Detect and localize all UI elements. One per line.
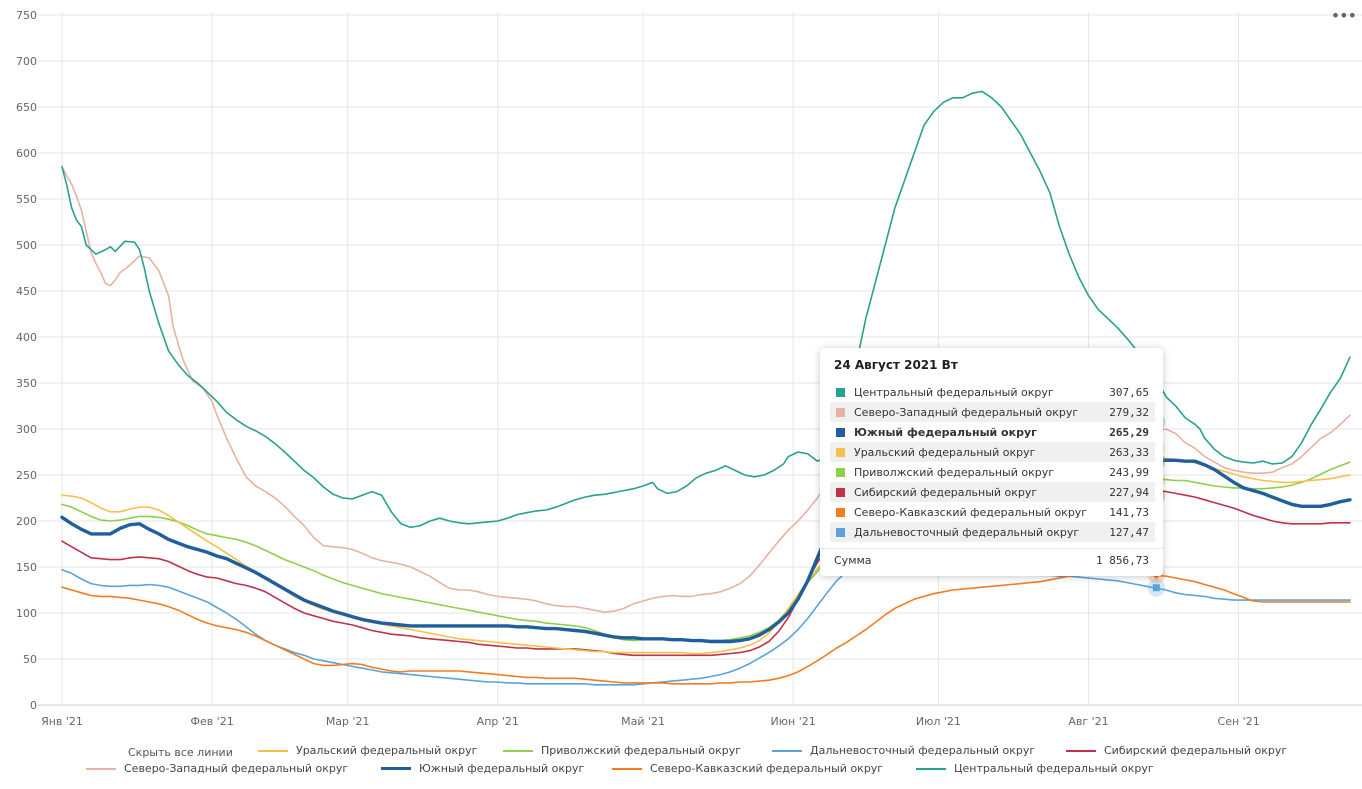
tooltip-series-value: 265,29 [1109, 425, 1149, 439]
legend-item[interactable]: Приволжский федеральный округ [503, 744, 741, 757]
tooltip-series-name: Уральский федеральный округ [854, 445, 1036, 459]
y-tick-label: 750 [16, 9, 37, 22]
tooltip-swatch [836, 387, 845, 397]
hide-all-lines-button[interactable]: Скрыть все линии [128, 746, 233, 759]
legend-item[interactable]: Уральский федеральный округ [258, 744, 477, 757]
legend-item[interactable]: Центральный федеральный округ [916, 762, 1154, 775]
marker-point [1152, 584, 1160, 592]
legend-item[interactable]: Южный федеральный округ [381, 762, 584, 775]
x-tick-label: Май '21 [621, 715, 665, 728]
legend-item[interactable]: Дальневосточный федеральный округ [772, 744, 1035, 757]
y-tick-label: 200 [16, 515, 37, 528]
x-tick-label: Мар '21 [326, 715, 370, 728]
tooltip-title: 24 Август 2021 Вт [834, 358, 958, 372]
tooltip-series-value: 227,94 [1109, 485, 1149, 499]
y-tick-label: 100 [16, 607, 37, 620]
tooltip-series-value: 263,33 [1109, 445, 1149, 459]
legend-label: Северо-Кавказский федеральный округ [650, 762, 884, 775]
x-tick-label: Апр '21 [477, 715, 519, 728]
tooltip-series-value: 141,73 [1109, 505, 1149, 519]
x-tick-label: Янв '21 [41, 715, 83, 728]
legend-label: Северо-Западный федеральный округ [124, 762, 349, 775]
tooltip-series-name: Центральный федеральный округ [854, 385, 1054, 399]
tooltip-row: Северо-Западный федеральный округ 279,32 [830, 402, 1155, 422]
x-tick-label: Сен '21 [1218, 715, 1260, 728]
y-tick-label: 50 [23, 653, 37, 666]
tooltip-series-value: 279,32 [1109, 405, 1149, 419]
tooltip-series-name: Сибирский федеральный округ [854, 485, 1038, 499]
tooltip-row: Уральский федеральный округ 263,33 [830, 442, 1155, 462]
y-tick-label: 600 [16, 147, 37, 160]
tooltip-swatch [836, 407, 845, 417]
tooltip-swatch [836, 527, 845, 537]
tooltip-series-name: Дальневосточный федеральный округ [854, 525, 1080, 539]
tooltip-series-name: Южный федеральный округ [854, 425, 1037, 439]
y-tick-label: 300 [16, 423, 37, 436]
legend-swatch [612, 767, 642, 770]
y-tick-label: 400 [16, 331, 37, 344]
grid [38, 12, 1362, 706]
y-tick-label: 650 [16, 101, 37, 114]
tooltip-row: Южный федеральный округ 265,29 [830, 422, 1155, 442]
legend-label: Уральский федеральный округ [296, 744, 478, 757]
tooltip-divider [820, 548, 1163, 549]
legend-label: Приволжский федеральный округ [541, 744, 741, 757]
tooltip-row: Северо-Кавказский федеральный округ 141,7… [830, 502, 1155, 522]
tooltip-series-value: 307,65 [1109, 385, 1149, 399]
tooltip-swatch [836, 507, 845, 517]
tooltip-series-name: Приволжский федеральный округ [854, 465, 1054, 479]
legend-label: Дальневосточный федеральный округ [810, 744, 1036, 757]
legend-swatch [258, 749, 288, 752]
y-tick-label: 550 [16, 193, 37, 206]
y-tick-label: 0 [30, 699, 37, 712]
tooltip: 24 Август 2021 Вт Центральный федеральны… [820, 348, 1163, 576]
x-axis: Янв '21 Фев '21 Мар '21 Апр '21 Май '21 Июн '… [41, 715, 1260, 728]
y-tick-label: 150 [16, 561, 37, 574]
y-tick-label: 700 [16, 55, 37, 68]
more-icon[interactable]: ••• [1330, 6, 1357, 25]
x-tick-label: Июн '21 [771, 715, 816, 728]
tooltip-row: Сибирский федеральный округ 227,94 [830, 482, 1155, 502]
tooltip-series-name: Северо-Западный федеральный округ [854, 405, 1079, 419]
legend-swatch [503, 749, 533, 752]
legend-label: Центральный федеральный округ [954, 762, 1154, 775]
series-line-0[interactable] [61, 90, 1351, 529]
tooltip-sum: Сумма 1 856,73 [830, 554, 1155, 567]
legend-label: Сибирский федеральный округ [1104, 744, 1288, 757]
y-tick-label: 250 [16, 469, 37, 482]
tooltip-swatch [836, 447, 845, 457]
legend-swatch [381, 767, 411, 770]
tooltip-row: Дальневосточный федеральный округ 127,47 [830, 522, 1155, 542]
legend-item[interactable]: Северо-Кавказский федеральный округ [612, 762, 883, 775]
y-axis: 0 50 100 150 200 250 300 350 400 450 500 550 600 650 7… [16, 9, 37, 712]
tooltip-swatch [836, 467, 845, 477]
legend-item[interactable]: Северо-Западный федеральный округ [86, 762, 348, 775]
y-tick-label: 500 [16, 239, 37, 252]
legend-swatch [916, 767, 946, 770]
y-tick-label: 450 [16, 285, 37, 298]
legend-label: Южный федеральный округ [419, 762, 585, 775]
tooltip-sum-label: Сумма [834, 554, 872, 567]
tooltip-row: Приволжский федеральный округ 243,99 [830, 462, 1155, 482]
tooltip-series-name: Северо-Кавказский федеральный округ [854, 505, 1088, 519]
x-tick-label: Авг '21 [1068, 715, 1108, 728]
x-tick-label: Июл '21 [916, 715, 961, 728]
legend-swatch [1066, 749, 1096, 752]
tooltip-swatch [836, 487, 845, 497]
legend-item[interactable]: Сибирский федеральный округ [1066, 744, 1287, 757]
tooltip-series-value: 243,99 [1109, 465, 1149, 479]
legend-swatch [86, 767, 116, 770]
x-tick-label: Фев '21 [190, 715, 233, 728]
tooltip-series-value: 127,47 [1109, 525, 1149, 539]
tooltip-row: Центральный федеральный округ 307,65 [830, 382, 1155, 402]
tooltip-sum-value: 1 856,73 [1096, 554, 1149, 567]
legend-swatch [772, 749, 802, 752]
tooltip-swatch [836, 427, 845, 437]
y-tick-label: 350 [16, 377, 37, 390]
